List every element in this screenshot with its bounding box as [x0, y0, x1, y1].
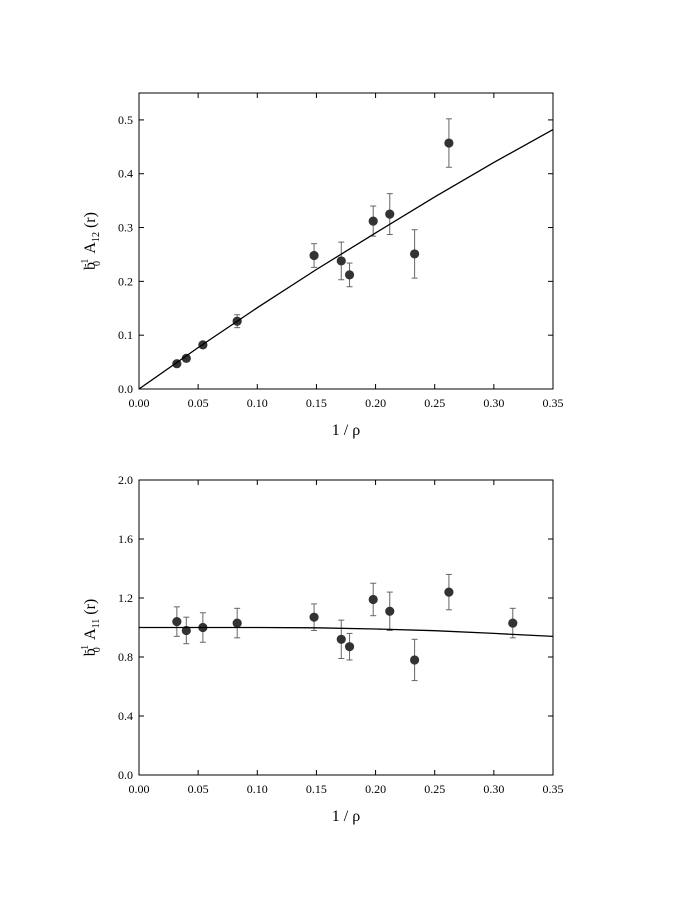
- y-label-main-top: A: [82, 242, 99, 254]
- x-tick-label: 0.20: [365, 396, 386, 410]
- y-label-sub1-top: 0: [92, 261, 103, 266]
- data-point: [344, 642, 355, 652]
- data-point: [410, 655, 420, 665]
- x-tick-label: 0.35: [543, 782, 564, 796]
- y-tick-label: 1.2: [118, 591, 133, 605]
- x-tick-label: 0.20: [365, 782, 386, 796]
- data-point: [410, 249, 420, 259]
- y-label-base-top: b: [82, 262, 99, 270]
- x-tick-label: 0.25: [424, 782, 445, 796]
- data-point: [368, 594, 378, 605]
- x-tick-label: 0.30: [483, 396, 504, 410]
- data-point: [344, 270, 355, 280]
- y-tick-label: 0.0: [118, 382, 133, 396]
- data-point: [385, 606, 395, 616]
- data-point: [309, 612, 319, 622]
- x-tick-label: 0.00: [129, 782, 150, 796]
- x-tick-label: 0.25: [424, 396, 445, 410]
- x-tick-label: 0.00: [129, 396, 150, 410]
- y-axis-label-top: b0-1 A12 (r): [80, 212, 103, 270]
- y-label-sub1-bottom: 0: [92, 647, 103, 652]
- plot-area-bottom: 0.00 0.05 0.10 0.15 0.20 0.25 0.30 0.35 0.0 0.4 0.…: [118, 473, 564, 796]
- y-label-arg-bottom: (r): [82, 599, 99, 615]
- plot-area-top: 0.00 0.05 0.10 0.15 0.20 0.25 0.30 0.35 0.0 0.1 0.…: [118, 92, 564, 410]
- panel-top: 0.00 0.05 0.10 0.15 0.20 0.25 0.30 0.350.00.10.…: [80, 92, 564, 439]
- y-tick-label: 2.0: [118, 473, 133, 487]
- y-label-sub2-bottom: 11: [91, 619, 102, 629]
- x-axis-label-top: 1 / ρ: [332, 422, 360, 439]
- x-tick-label: 0.10: [247, 396, 268, 410]
- data-point: [444, 587, 454, 597]
- data-point: [385, 209, 395, 219]
- y-tick-label: 0.8: [118, 650, 133, 664]
- data-point: [368, 216, 378, 226]
- y-tick-label: 0.4: [118, 167, 133, 181]
- y-label-sub2-top: 12: [91, 232, 102, 242]
- x-tick-label: 0.10: [247, 782, 268, 796]
- data-point: [336, 634, 346, 644]
- y-label-base-bottom: b: [82, 648, 99, 656]
- y-label-main-bottom: A: [82, 628, 99, 640]
- data-point: [181, 353, 191, 363]
- data-point: [508, 618, 518, 628]
- data-point: [172, 617, 182, 627]
- data-point: [336, 256, 346, 266]
- y-tick-label: 0.2: [118, 274, 133, 288]
- y-label-sup-top: -1: [80, 259, 91, 267]
- y-tick-label: 1.6: [118, 532, 133, 546]
- y-tick-label: 0.1: [118, 328, 133, 342]
- y-label-sup-bottom: -1: [80, 645, 91, 653]
- y-label-arg-top: (r): [82, 212, 99, 228]
- x-tick-label: 0.30: [483, 782, 504, 796]
- x-tick-label: 0.15: [306, 396, 327, 410]
- x-tick-label: 0.35: [543, 396, 564, 410]
- data-point: [444, 138, 454, 148]
- axes-frame: [138, 92, 554, 390]
- y-tick-label: 0.3: [118, 221, 133, 235]
- data-point: [309, 250, 319, 261]
- fit-curve: [138, 129, 554, 390]
- data-point: [232, 618, 242, 628]
- x-tick-label: 0.05: [188, 396, 209, 410]
- y-tick-label: 0.5: [118, 113, 133, 127]
- x-axis-label-bottom: 1 / ρ: [332, 808, 360, 825]
- y-tick-label: 0.0: [118, 768, 133, 782]
- fit-curve: [139, 626, 554, 638]
- x-tick-label: 0.15: [306, 782, 327, 796]
- x-tick-label: 0.05: [188, 782, 209, 796]
- y-tick-label: 0.4: [118, 709, 133, 723]
- y-axis-label-bottom: b0-1 A11 (r): [80, 599, 103, 657]
- panel-bottom: 0.00 0.05 0.10 0.15 0.20 0.25 0.30 0.35 0.0 0.4 0.…: [80, 473, 564, 825]
